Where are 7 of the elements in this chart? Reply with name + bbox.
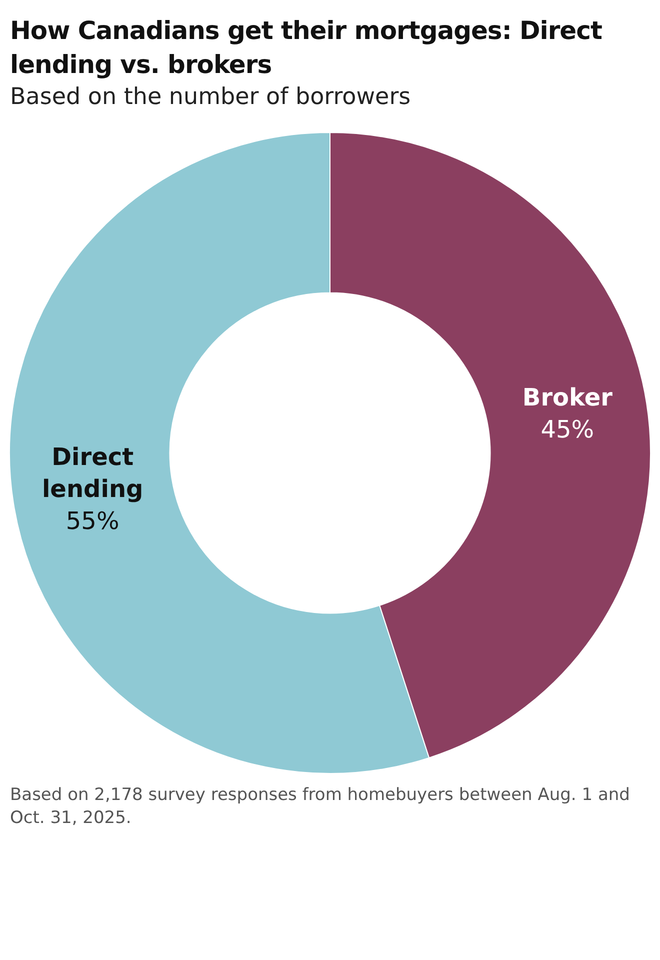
chart-title: How Canadians get their mortgages: Direct lending vs. brokers [10, 15, 603, 81]
data-label: 45% [540, 416, 594, 444]
data-label: 55% [66, 506, 120, 535]
chart-subtitle: Based on the number of borrowers [10, 84, 412, 110]
text: Based on 2,178 survey responses from homebuyers between Aug. 1 and Oct. 31, 2025. [10, 784, 631, 830]
slice-label: Broker [522, 384, 613, 412]
slice-label: Direct lending [42, 442, 144, 503]
